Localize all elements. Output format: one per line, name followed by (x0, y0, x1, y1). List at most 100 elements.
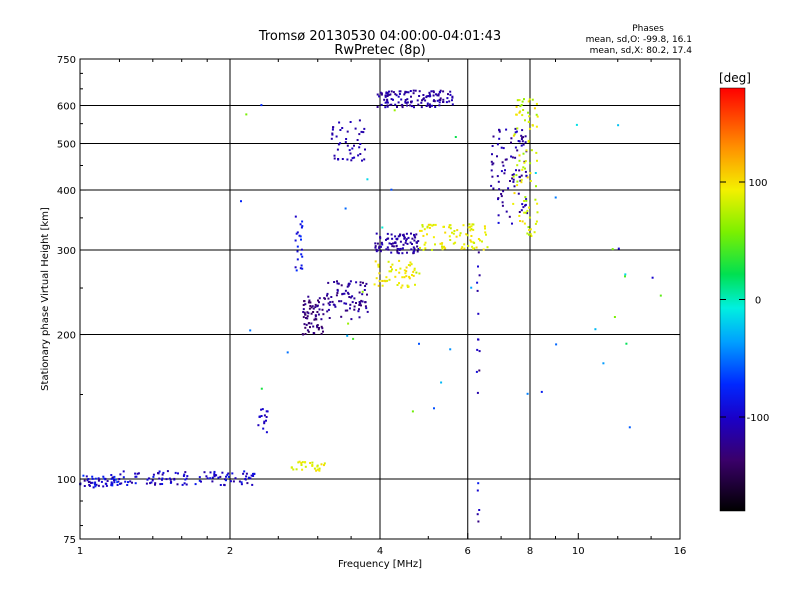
data-point (333, 304, 336, 307)
data-point (416, 99, 419, 102)
data-point (360, 130, 363, 133)
data-point (445, 101, 448, 104)
data-point (478, 369, 481, 372)
data-point (149, 482, 152, 485)
data-point (398, 93, 401, 95)
data-point (525, 198, 528, 201)
data-point (423, 228, 426, 231)
data-point (403, 237, 406, 240)
data-point (136, 472, 139, 475)
data-point (313, 467, 316, 470)
data-point (98, 478, 101, 481)
data-point (361, 159, 363, 162)
data-point (401, 276, 404, 279)
data-point (521, 114, 524, 117)
data-point (316, 324, 318, 327)
data-point (411, 105, 413, 108)
data-point (454, 241, 457, 244)
data-point (406, 251, 408, 254)
data-point (257, 424, 260, 427)
data-point (535, 113, 538, 116)
data-point (385, 276, 388, 279)
data-point (113, 479, 115, 482)
data-point (437, 93, 440, 96)
data-point (265, 416, 268, 418)
data-point (314, 303, 317, 306)
data-point (338, 121, 341, 124)
data-point (406, 101, 409, 104)
data-point (500, 195, 503, 198)
data-point (378, 245, 381, 248)
data-point (379, 237, 382, 240)
data-point (318, 301, 320, 304)
data-point (390, 98, 393, 101)
data-point (126, 484, 129, 486)
data-point (477, 520, 480, 523)
data-point (461, 246, 464, 249)
data-point (150, 481, 153, 484)
x-tick-label: 1 (77, 546, 83, 557)
data-point (515, 169, 517, 172)
data-point (528, 229, 531, 231)
data-point (500, 146, 503, 149)
data-point (312, 311, 315, 313)
data-point (392, 242, 395, 245)
data-point (184, 478, 187, 481)
data-point (390, 251, 393, 254)
data-point (134, 472, 137, 475)
data-point (524, 196, 527, 199)
data-point (380, 241, 383, 244)
data-point (477, 338, 480, 341)
data-point (394, 93, 397, 96)
data-point (513, 192, 516, 195)
y-tick-label: 400 (57, 186, 76, 197)
data-point (351, 157, 354, 160)
data-point (377, 284, 380, 287)
data-point (432, 236, 435, 239)
data-point (529, 180, 532, 182)
data-point (205, 475, 208, 478)
data-point (496, 175, 499, 178)
data-point (412, 250, 415, 253)
data-point (113, 475, 116, 478)
data-point (521, 203, 524, 206)
data-point (528, 216, 531, 219)
data-point (331, 132, 334, 135)
data-point (326, 292, 329, 295)
data-point (432, 90, 435, 93)
data-point (516, 180, 519, 183)
data-point (316, 326, 319, 329)
data-point (387, 237, 390, 240)
data-point (442, 225, 445, 228)
data-point (442, 98, 445, 101)
data-point (296, 231, 299, 234)
data-point (526, 392, 529, 395)
data-point (348, 282, 351, 285)
data-point (304, 333, 307, 335)
data-point (306, 329, 309, 332)
data-point (292, 468, 295, 471)
data-point (404, 272, 407, 275)
data-point (203, 471, 206, 474)
data-point (522, 136, 525, 139)
data-point (420, 106, 423, 109)
data-point (416, 250, 419, 253)
data-point (536, 115, 539, 118)
data-point (83, 479, 86, 482)
data-point (158, 470, 161, 473)
data-point (518, 154, 521, 157)
data-point (534, 222, 537, 225)
data-point (303, 323, 306, 326)
data-point (306, 315, 309, 318)
data-point (110, 481, 113, 484)
data-point (307, 295, 310, 298)
data-point (405, 232, 408, 235)
data-point (104, 477, 107, 480)
data-point (263, 414, 266, 417)
data-point (512, 202, 515, 205)
data-point (411, 274, 413, 276)
data-point (366, 310, 369, 313)
data-point (516, 99, 519, 102)
data-point (295, 468, 298, 471)
data-point (415, 241, 418, 244)
